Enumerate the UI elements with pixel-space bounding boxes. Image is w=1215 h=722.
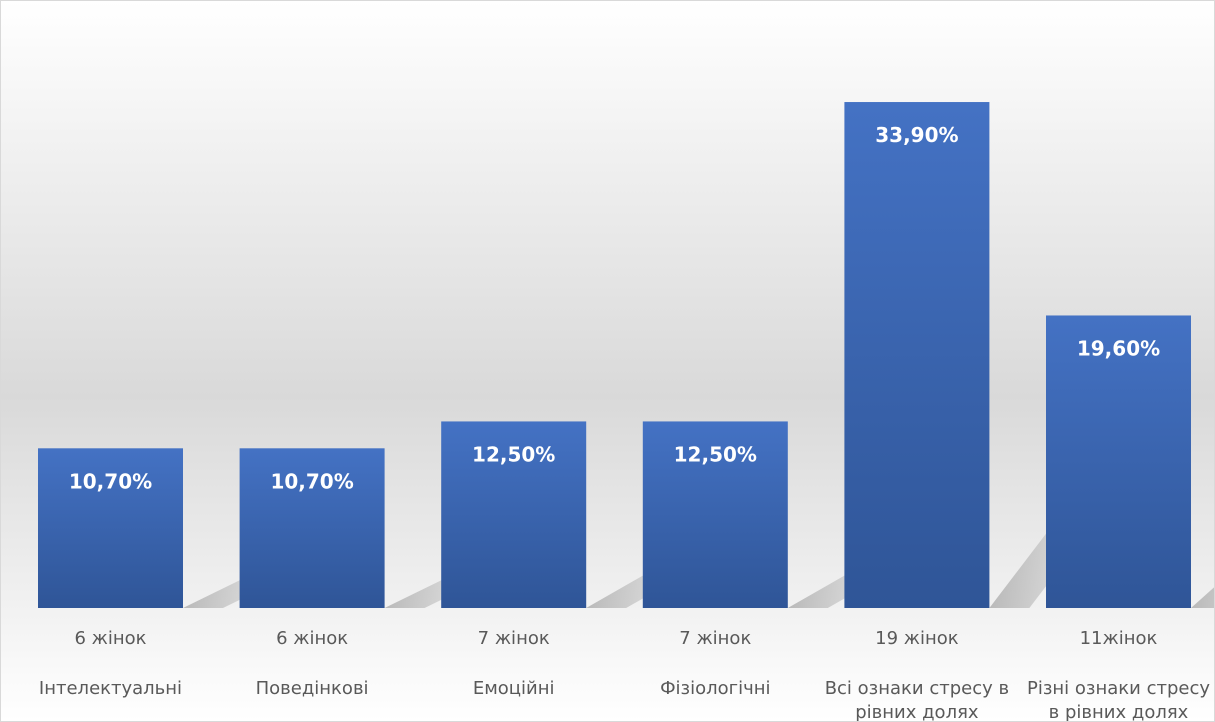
- category-count-label: 11жінок: [1080, 628, 1158, 649]
- bars: [38, 102, 1191, 608]
- category-name-label: Різні ознаки стресу: [1027, 678, 1210, 699]
- category-name-label: Поведінкові: [256, 678, 369, 699]
- bar-shadow: [1191, 587, 1214, 608]
- bar: [441, 421, 587, 608]
- category-count-label: 6 жінок: [276, 628, 348, 649]
- bar: [38, 448, 183, 608]
- category-name-label: рівних долях: [855, 702, 979, 721]
- category-name-label: Емоційні: [473, 678, 555, 699]
- category-count-label: 19 жінок: [875, 628, 959, 649]
- category-labels: 6 жінок Інтелектуальні 6 жінок Поведінкові 7…: [39, 628, 1210, 721]
- data-label: 10,70%: [69, 469, 152, 493]
- category-name-label: Фізіологічні: [660, 678, 770, 699]
- bar: [642, 421, 788, 608]
- category-count-label: 6 жінок: [74, 628, 146, 649]
- category-count-label: 7 жінок: [478, 628, 550, 649]
- data-label: 19,60%: [1077, 336, 1160, 360]
- data-labels: 10,70% 10,70% 12,50% 12,50% 33,90% 19,60%: [69, 123, 1160, 493]
- bar: [1046, 315, 1191, 608]
- category-name-label: Інтелектуальні: [39, 678, 182, 699]
- data-label: 12,50%: [472, 442, 555, 466]
- data-label: 10,70%: [270, 469, 353, 493]
- data-label: 12,50%: [674, 442, 757, 466]
- bar: [844, 102, 990, 608]
- category-count-label: 7 жінок: [679, 628, 751, 649]
- data-label: 33,90%: [875, 123, 958, 147]
- bar: [239, 448, 385, 608]
- category-name-label: Всі ознаки стресу в: [825, 678, 1009, 699]
- category-name-label: в рівних долях: [1049, 702, 1189, 721]
